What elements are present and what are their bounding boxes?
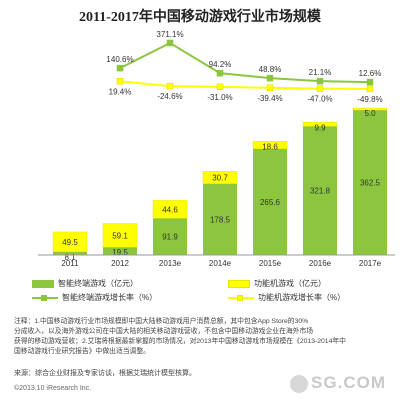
- x-tick-label: 2012: [111, 259, 129, 268]
- growth-point: [166, 39, 174, 47]
- watermark-logo-icon: [290, 374, 309, 393]
- growth-label: 371.1%: [156, 30, 183, 39]
- bar-feature: [102, 223, 138, 248]
- legend-label-feature-line: 功能机游戏增长率（%）: [258, 293, 346, 302]
- bar-feature-value-label: 9.9: [314, 123, 326, 132]
- bar-smart-value-label: 362.5: [360, 179, 381, 188]
- growth-label: -39.4%: [257, 94, 282, 103]
- bar-smart: [153, 218, 187, 255]
- legend-item-smart-bar: 智能终端游戏（亿元）: [32, 278, 138, 289]
- bar-feature-value-label: 59.1: [112, 231, 128, 240]
- note-line: 国移动游戏行业研究报告》中做出适当调整。: [14, 348, 150, 355]
- bar-smart-value-label: 321.8: [310, 187, 331, 196]
- growth-label: 21.1%: [309, 68, 332, 77]
- legend-item-smart-line: 智能终端游戏增长率（%）: [32, 292, 157, 303]
- growth-label: -49.8%: [357, 95, 382, 104]
- x-tick-label: 2016e: [309, 259, 332, 268]
- growth-line: [119, 41, 371, 84]
- bar-feature: [302, 122, 338, 127]
- market-size-chart: 8.1 49.5 19.5 59.1 91.9 44.6 178.5 30.7 265.6 18.…: [38, 30, 395, 268]
- note-line: 分成收入，以及海外游戏公司在中国大陆的相关移动游戏营收，不包含中国移动游戏企业在…: [14, 328, 314, 335]
- growth-label: 12.6%: [359, 69, 382, 78]
- growth-label: 94.2%: [209, 60, 232, 69]
- legend-swatch-yellow: [228, 279, 250, 288]
- x-tick-label: 2014e: [209, 259, 232, 268]
- bar-feature: [252, 141, 288, 150]
- bar-smart-value-label: 178.5: [210, 215, 231, 224]
- legend-label-smart-bar: 智能终端游戏（亿元）: [58, 279, 138, 288]
- bars-layer: 8.1 49.5 19.5 59.1 91.9 44.6 178.5 30.7 265.6 18.…: [52, 107, 388, 262]
- growth-label: 140.6%: [106, 55, 133, 64]
- bar-smart: [53, 251, 87, 255]
- bar-feature: [52, 231, 88, 253]
- growth-point: [116, 64, 124, 72]
- x-tick-layer: 2011 2012 2013e 2014e 2015e 2016e 2017e: [61, 259, 381, 268]
- legend-item-feature-line: 功能机游戏增长率（%）: [228, 292, 345, 303]
- growth-point: [366, 85, 374, 93]
- bar-smart: [103, 247, 137, 255]
- bar-feature-value-label: 30.7: [212, 173, 228, 182]
- legend-line-green: [32, 294, 58, 302]
- growth-point: [266, 74, 274, 82]
- x-tick-label: 2013e: [159, 259, 182, 268]
- copyright-text: ©2013.10 iResearch Inc.: [14, 385, 92, 392]
- x-tick-label: 2017e: [359, 259, 382, 268]
- growth-point: [216, 83, 224, 91]
- legend-swatch-green: [32, 279, 54, 288]
- legend-item-feature-bar: 功能机游戏（亿元）: [228, 278, 326, 289]
- note-line: 获得的移动游戏营收；2.艾瑞将根据最新掌握的市场情况，对2013年中国移动游戏市…: [14, 338, 346, 345]
- bar-smart-value-label: 265.6: [260, 198, 281, 207]
- source-text: 来源：综合企业财报及专家访谈，根据艾瑞统计模型核算。: [14, 370, 196, 377]
- growth-point: [316, 85, 324, 92]
- watermark-text: SG.COM: [311, 373, 386, 392]
- legend-line-yellow: [228, 294, 254, 302]
- x-tick-label: 2011: [61, 259, 79, 268]
- growth-point: [316, 77, 324, 85]
- growth-lines-layer: 140.6% 371.1% 94.2% 48.8% 21.1% 12.6% 19.4% -24…: [106, 30, 382, 104]
- growth-label: -24.6%: [157, 92, 182, 101]
- growth-label: 48.8%: [259, 65, 282, 74]
- legend-label-smart-line: 智能终端游戏增长率（%）: [62, 293, 158, 302]
- growth-point: [216, 69, 224, 77]
- growth-point: [116, 78, 124, 85]
- bar-feature: [352, 107, 388, 111]
- growth-point: [366, 78, 374, 86]
- bar-smart-value-label: 19.5: [112, 248, 128, 257]
- x-tick-label: 2015e: [259, 259, 282, 268]
- bar-feature: [202, 171, 238, 184]
- bar-feature-value-label: 44.6: [162, 205, 178, 214]
- bar-smart: [353, 110, 387, 255]
- bar-feature-value-label: 5.0: [364, 109, 376, 118]
- bar-smart: [203, 183, 237, 255]
- note-line: 注释：1.中国移动游戏行业市场规模即中国大陆移动游戏用户消费总额，其中包含App…: [14, 318, 309, 325]
- growth-label: -47.0%: [307, 95, 332, 104]
- chart-title: 2011-2017年中国移动游戏行业市场规模: [79, 10, 321, 25]
- watermark: SG.COM: [290, 373, 386, 393]
- bar-smart: [303, 126, 337, 255]
- growth-line: [119, 80, 371, 90]
- bar-smart: [253, 148, 287, 255]
- bar-feature-value-label: 49.5: [62, 238, 78, 247]
- bar-smart-value-label: 8.1: [64, 253, 76, 262]
- growth-label: -31.0%: [207, 93, 232, 102]
- bar-feature: [152, 200, 188, 219]
- growth-point: [266, 84, 274, 92]
- bar-smart-value-label: 91.9: [162, 233, 178, 242]
- growth-point: [166, 82, 174, 90]
- notes: 注释：1.中国移动游戏行业市场规模即中国大陆移动游戏用户消费总额，其中包含App…: [14, 317, 386, 357]
- legend-label-feature-bar: 功能机游戏（亿元）: [254, 279, 326, 288]
- bar-feature-value-label: 18.6: [262, 142, 278, 151]
- growth-label: 19.4%: [109, 87, 132, 96]
